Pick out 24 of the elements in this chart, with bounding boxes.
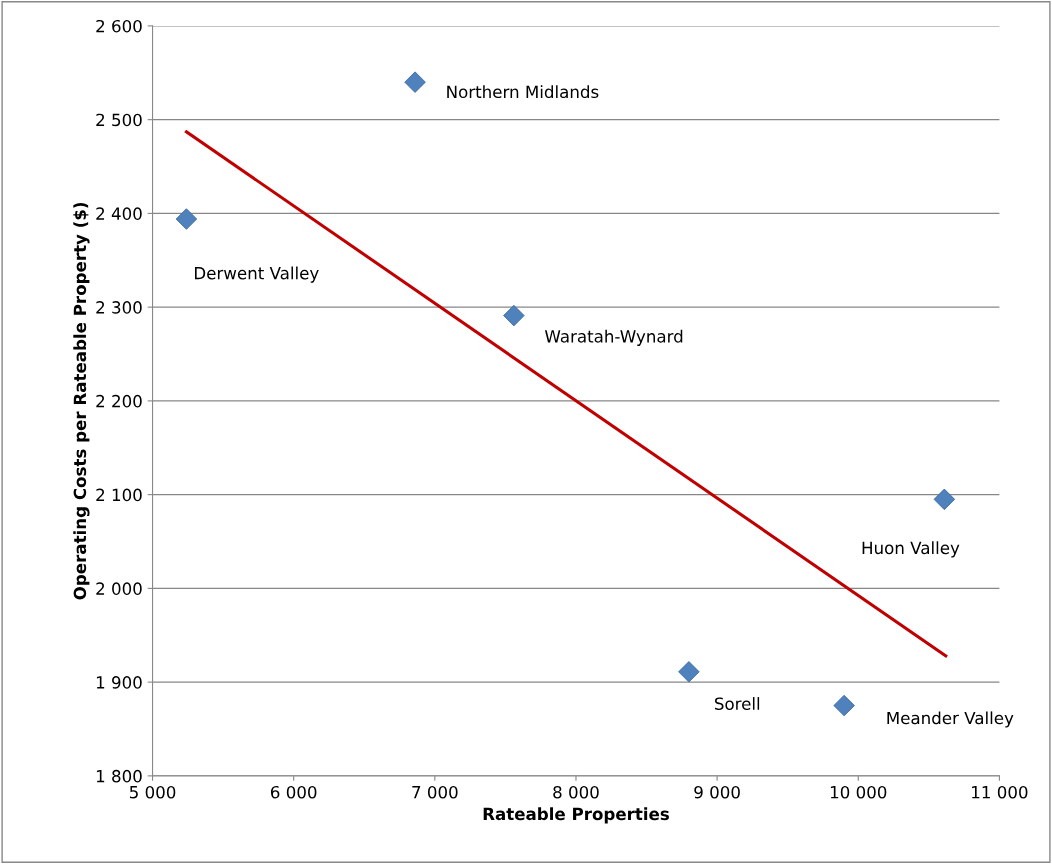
x-tick-label: 6 000 (270, 785, 317, 799)
y-tick-label: 2 600 (96, 19, 142, 33)
annotation: Waratah-Wynard (544, 329, 683, 346)
x-tick-label: 7 000 (412, 785, 458, 799)
x-axis-title: Rateable Properties (483, 807, 669, 824)
annotation: Huon Valley (862, 541, 960, 558)
y-tick-label: 2 000 (96, 582, 142, 595)
annotation: Sorell (714, 697, 760, 710)
x-tick-label: 10 000 (830, 785, 887, 799)
y-tick-label: 2 400 (96, 207, 142, 220)
y-tick-label: 2 300 (96, 301, 142, 314)
y-axis-title: Operating Costs per Rateable Property ($) (73, 202, 90, 600)
y-tick-label: 2 200 (96, 394, 142, 408)
x-tick-label: 9 000 (694, 785, 740, 799)
x-tick-label: 11 000 (972, 785, 1028, 799)
x-tick-label: 8 000 (553, 785, 599, 799)
annotation: Meander Valley (887, 711, 1014, 728)
y-tick-label: 2 500 (96, 113, 142, 127)
y-tick-label: 2 100 (96, 488, 142, 502)
y-tick-label: 1 900 (96, 676, 142, 689)
y-tick-label: 1 800 (96, 769, 142, 783)
x-tick-label: 5 000 (129, 785, 176, 799)
annotation: Northern Midlands (447, 85, 599, 99)
annotation: Derwent Valley (194, 266, 319, 283)
